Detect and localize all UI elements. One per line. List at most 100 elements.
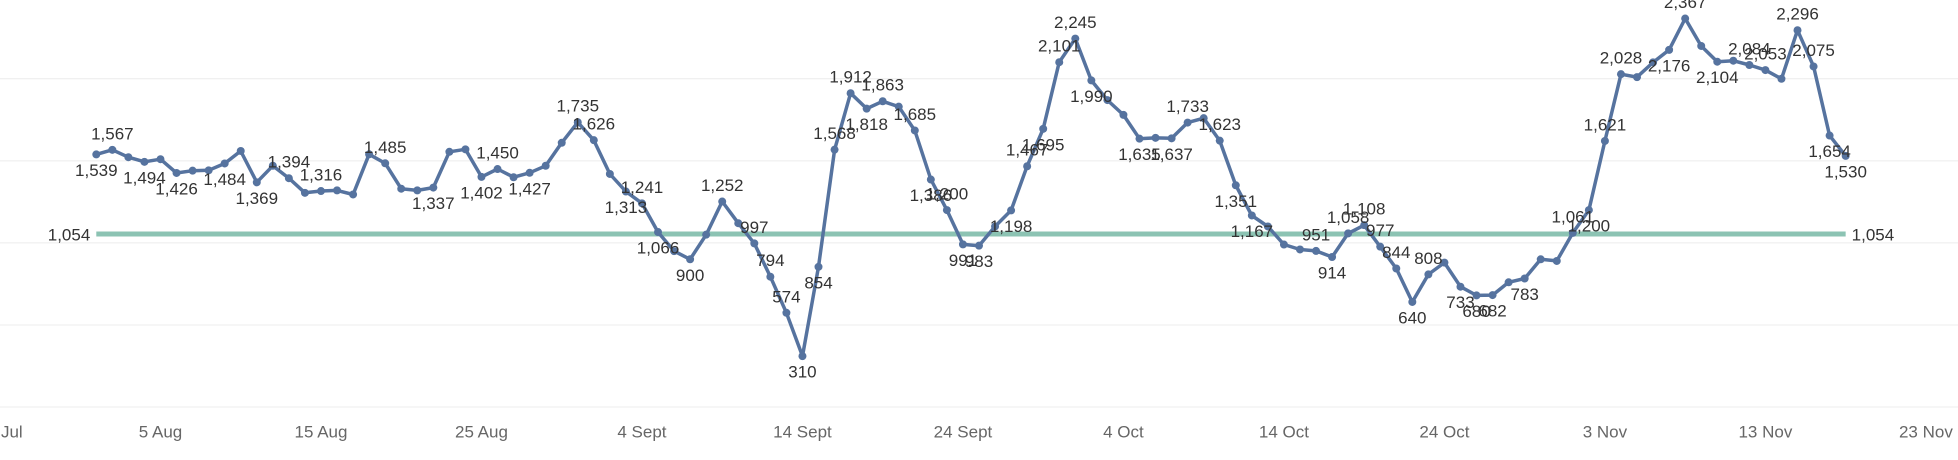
data-point	[910, 126, 919, 135]
data-point	[654, 228, 663, 237]
data-label: 1,351	[1215, 192, 1258, 211]
data-label: 1,912	[829, 68, 872, 87]
data-point	[958, 240, 967, 249]
x-tick-label: 24 Sept	[934, 422, 993, 441]
data-point	[1536, 255, 1545, 264]
data-point	[1167, 134, 1176, 143]
data-label: 914	[1318, 263, 1346, 282]
data-point	[605, 169, 614, 178]
data-label: 991	[949, 251, 977, 270]
data-point	[718, 197, 727, 206]
x-tick-label: 13 Nov	[1738, 422, 1792, 441]
data-point	[734, 219, 743, 228]
data-point	[1649, 58, 1658, 67]
data-point	[477, 172, 486, 181]
data-label: 1,369	[236, 189, 279, 208]
data-point	[236, 146, 245, 155]
data-point	[461, 145, 470, 154]
reference-label: 1,054	[1852, 226, 1895, 245]
data-point	[252, 178, 261, 187]
data-point	[1777, 74, 1786, 83]
data-point	[1809, 62, 1818, 71]
x-tick-label: 3 Nov	[1583, 422, 1628, 441]
data-point	[670, 247, 679, 256]
data-point	[1472, 291, 1481, 300]
data-point	[1713, 57, 1722, 66]
data-label: 1,058	[1327, 208, 1370, 227]
data-label: 640	[1398, 308, 1426, 327]
data-label: 1,863	[861, 76, 904, 95]
data-point	[300, 188, 309, 197]
data-label: 1,198	[990, 217, 1033, 236]
data-label: 977	[1366, 221, 1394, 240]
data-label: 682	[1478, 302, 1506, 321]
data-label: 733	[1446, 293, 1474, 312]
data-point	[830, 145, 839, 154]
data-label: 900	[676, 266, 704, 285]
data-label: 1,539	[75, 161, 118, 180]
data-point	[172, 168, 181, 177]
data-point	[702, 230, 711, 239]
x-tick-label: 5 Aug	[139, 422, 183, 441]
data-point	[1761, 66, 1770, 75]
data-point	[798, 352, 807, 361]
x-tick-label: 25 Aug	[455, 422, 508, 441]
data-label: 1,337	[412, 194, 455, 213]
data-point	[541, 161, 550, 170]
data-point	[1392, 264, 1401, 273]
data-point	[1584, 206, 1593, 215]
data-label: 951	[1302, 225, 1330, 244]
data-point	[1568, 228, 1577, 237]
data-label: 1,066	[637, 239, 680, 258]
data-point	[1279, 240, 1288, 249]
reference-label: 1,054	[48, 226, 91, 245]
data-point	[525, 168, 534, 177]
data-point	[1552, 256, 1561, 265]
x-tick-label: 15 Aug	[295, 422, 348, 441]
data-point	[413, 186, 422, 195]
data-label: 1,494	[123, 168, 166, 187]
data-point	[1183, 118, 1192, 127]
data-point	[637, 199, 646, 208]
data-label: 680	[1462, 302, 1490, 321]
data-label: 574	[772, 287, 800, 306]
data-point	[333, 186, 342, 195]
data-label: 1,200	[926, 185, 969, 204]
data-point	[894, 102, 903, 111]
data-label: 794	[756, 251, 784, 270]
data-point	[862, 104, 871, 113]
data-point	[509, 173, 518, 182]
data-point	[92, 150, 101, 159]
data-label: 1,568	[813, 124, 856, 143]
data-label: 1,735	[556, 97, 599, 116]
data-point	[429, 183, 438, 192]
data-label: 1,530	[1824, 162, 1867, 181]
data-point	[1376, 242, 1385, 251]
data-label: 1,990	[1070, 87, 1113, 106]
data-label: 1,402	[460, 183, 503, 202]
data-point	[1681, 14, 1690, 23]
data-label: 1,394	[268, 153, 311, 172]
data-point	[156, 155, 165, 164]
data-point	[975, 241, 983, 250]
data-point	[1103, 96, 1112, 105]
data-point	[1633, 73, 1642, 82]
data-point	[782, 308, 791, 317]
data-label: 1,621	[1584, 115, 1627, 134]
data-label: 2,367	[1664, 0, 1707, 12]
data-label: 2,245	[1054, 13, 1097, 32]
data-label: 1,316	[300, 166, 343, 185]
data-point	[557, 138, 566, 147]
data-point	[1520, 274, 1529, 283]
data-point	[204, 166, 213, 175]
data-label: 808	[1414, 249, 1442, 268]
data-point	[1697, 41, 1706, 50]
data-point	[1344, 229, 1353, 238]
data-point	[573, 118, 582, 127]
data-point	[1071, 34, 1080, 43]
data-label: 1,167	[1231, 222, 1274, 241]
data-label: 1,484	[203, 170, 246, 189]
data-label: 854	[804, 273, 832, 292]
data-label: 1,623	[1198, 115, 1241, 134]
